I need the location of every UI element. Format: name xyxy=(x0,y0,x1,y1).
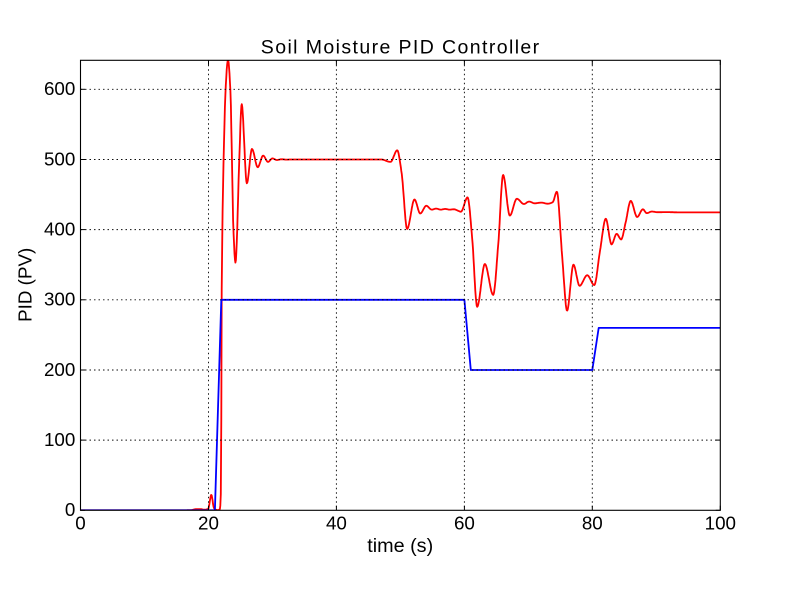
svg-text:100: 100 xyxy=(44,429,75,450)
svg-text:0: 0 xyxy=(65,499,75,520)
svg-text:600: 600 xyxy=(44,78,75,99)
svg-text:60: 60 xyxy=(454,513,475,534)
svg-text:400: 400 xyxy=(44,219,75,240)
svg-text:Soil Moisture PID Controller: Soil Moisture PID Controller xyxy=(261,36,541,58)
svg-text:200: 200 xyxy=(44,359,75,380)
svg-text:500: 500 xyxy=(44,148,75,169)
svg-text:300: 300 xyxy=(44,289,75,310)
svg-text:0: 0 xyxy=(75,513,85,534)
svg-text:100: 100 xyxy=(705,513,736,534)
svg-text:40: 40 xyxy=(326,513,347,534)
svg-text:time (s): time (s) xyxy=(367,535,433,557)
svg-text:20: 20 xyxy=(198,513,219,534)
svg-text:PID (PV): PID (PV) xyxy=(14,248,35,322)
svg-text:80: 80 xyxy=(582,513,603,534)
